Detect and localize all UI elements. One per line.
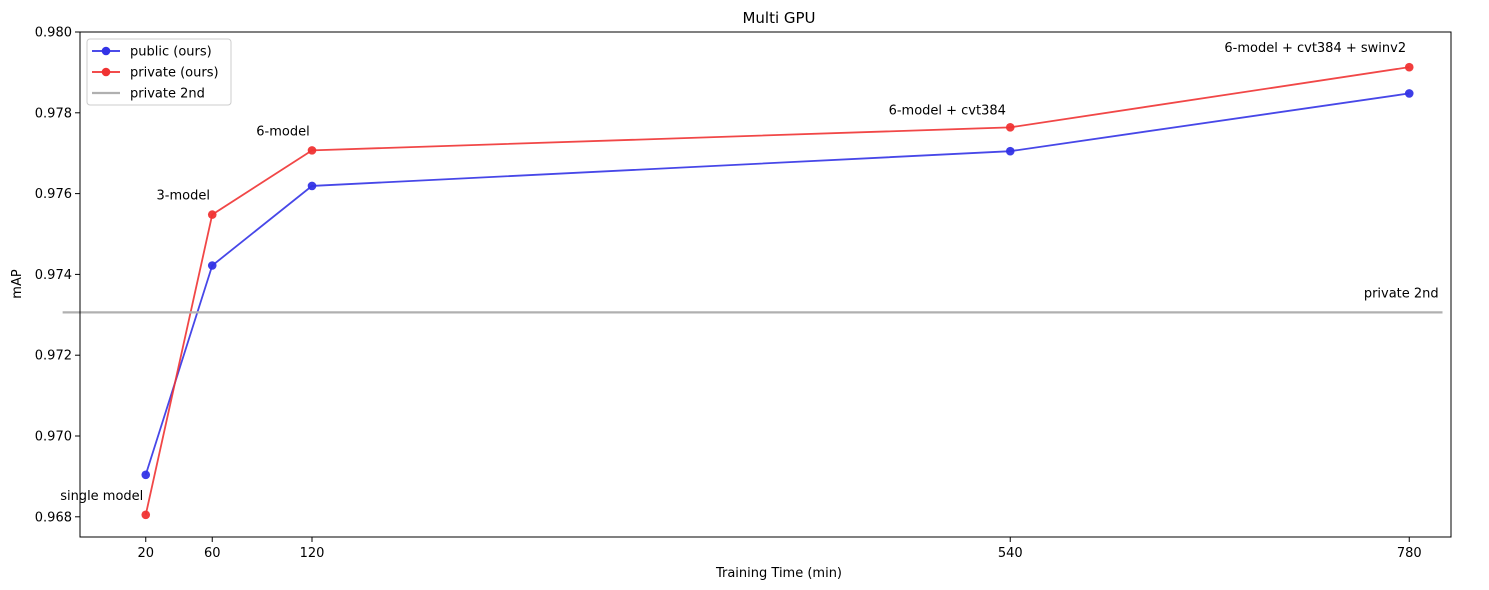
series-line-0 [144, 92, 1410, 476]
y-tick-label: 0.968 [35, 510, 72, 525]
series-0-point [307, 181, 317, 191]
series-1-point [141, 510, 151, 520]
y-axis: 0.968 0.970 0.972 0.974 0.976 0.978 0.980 [35, 26, 80, 525]
annotation-label: 6-model [256, 124, 309, 139]
series-0-point [1404, 89, 1414, 98]
legend-label: private 2nd [130, 87, 205, 102]
x-tick-label: 540 [998, 546, 1023, 561]
plot-frame [79, 31, 1452, 538]
legend-swatch-marker [101, 67, 111, 77]
annotation-label: single model [60, 489, 143, 504]
annotation-label: 6-model + cvt384 [889, 103, 1006, 118]
legend: public (ours) private (ours) private 2nd [86, 38, 232, 106]
annotation-label: 6-model + cvt384 + swinv2 [1224, 41, 1406, 56]
series-1-point [1005, 123, 1015, 132]
legend-swatch-marker [101, 46, 111, 56]
y-tick-label: 0.978 [35, 106, 72, 121]
legend-label: private (ours) [130, 66, 219, 81]
legend-box [86, 38, 232, 106]
x-axis-title: Training Time (min) [715, 566, 842, 581]
plot-area [62, 62, 1443, 520]
annotation-label: 3-model [157, 189, 210, 204]
y-axis-title: mAP [10, 269, 25, 299]
chart-title: Multi GPU [742, 9, 815, 27]
y-tick-label: 0.974 [35, 268, 72, 283]
series-1-point [307, 146, 317, 155]
series-1-point [207, 210, 217, 219]
x-tick-label: 20 [137, 546, 154, 561]
series-0-point [141, 470, 151, 480]
series-0-point [1005, 146, 1015, 156]
x-tick-label: 120 [300, 546, 325, 561]
y-tick-label: 0.972 [35, 349, 72, 364]
y-tick-label: 0.970 [35, 430, 72, 445]
y-tick-label: 0.976 [35, 187, 72, 202]
x-tick-label: 60 [204, 546, 221, 561]
x-tick-label: 780 [1397, 546, 1422, 561]
x-axis: 20 60 120 540 780 [137, 537, 1422, 561]
y-tick-label: 0.980 [35, 26, 72, 41]
series-line-1 [144, 66, 1410, 515]
annotations: single model 3-model 6-model 6-model + cvt3… [60, 41, 1438, 504]
series-0-point [207, 261, 217, 270]
annotation-label: private 2nd [1364, 286, 1439, 301]
series-1-point [1404, 62, 1414, 72]
legend-label: public (ours) [130, 45, 212, 60]
